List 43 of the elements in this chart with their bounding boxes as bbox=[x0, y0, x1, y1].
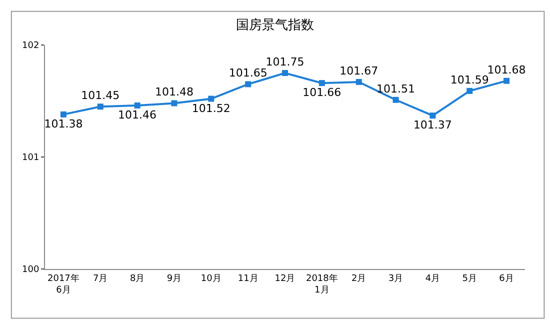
x-tick-label: 4月 bbox=[425, 274, 440, 284]
data-label: 101.59 bbox=[450, 73, 489, 86]
x-tick-label: 2018年 1月 bbox=[306, 272, 338, 296]
data-label: 101.51 bbox=[376, 82, 416, 96]
point bbox=[392, 96, 399, 103]
x-tick-label: 8月 bbox=[130, 274, 145, 284]
x-tick-label: 9月 bbox=[166, 274, 182, 284]
x-tick-label: 3月 bbox=[388, 274, 404, 284]
data-label: 101.48 bbox=[154, 86, 194, 99]
x-tick-label: 12月 bbox=[274, 274, 296, 284]
point bbox=[466, 88, 473, 94]
data-label: 101.52 bbox=[192, 102, 230, 115]
x-tick-label: 2017年 6月 bbox=[48, 272, 80, 296]
x-tick-label: 2月 bbox=[351, 274, 366, 284]
data-label: 101.68 bbox=[487, 63, 526, 76]
x-tick-label: 7月 bbox=[93, 274, 108, 284]
point bbox=[171, 100, 178, 106]
y-tick-label: 101 bbox=[22, 153, 40, 164]
point bbox=[208, 96, 214, 102]
data-label: 101.67 bbox=[340, 64, 378, 78]
x-tick-label: 6月 bbox=[499, 274, 514, 284]
point bbox=[430, 112, 436, 119]
y-tick-label: 102 bbox=[22, 41, 40, 52]
data-label: 101.65 bbox=[228, 66, 268, 80]
y-tick-label: 100 bbox=[22, 265, 40, 276]
point bbox=[504, 78, 510, 84]
data-label: 101.46 bbox=[118, 108, 157, 122]
x-tick-label: 10月 bbox=[200, 274, 222, 284]
chart-title: 国房景气指数 bbox=[236, 16, 314, 33]
point bbox=[60, 111, 66, 118]
point bbox=[97, 104, 104, 110]
data-label: 101.38 bbox=[44, 117, 83, 130]
data-label: 101.37 bbox=[413, 118, 452, 132]
point bbox=[282, 70, 288, 76]
data-label: 101.45 bbox=[81, 89, 120, 102]
point bbox=[318, 80, 325, 86]
data-label: 101.75 bbox=[266, 56, 304, 68]
point bbox=[134, 102, 140, 108]
point bbox=[245, 81, 252, 88]
data-label: 101.66 bbox=[302, 86, 342, 100]
x-tick-label: 11月 bbox=[238, 274, 258, 284]
point bbox=[356, 78, 362, 85]
x-tick-label: 5月 bbox=[462, 274, 477, 284]
